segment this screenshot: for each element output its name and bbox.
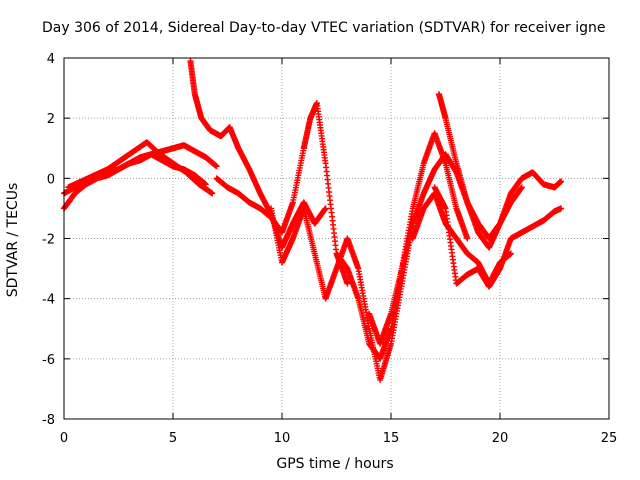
series-track-g xyxy=(333,130,471,362)
x-tick-label: 5 xyxy=(169,431,177,446)
x-tick-label: 0 xyxy=(60,431,68,446)
y-tick-label: -6 xyxy=(42,353,55,368)
data-point xyxy=(558,205,565,212)
data-point xyxy=(558,178,565,185)
chart-title: Day 306 of 2014, Sidereal Day-to-day VTE… xyxy=(42,20,606,36)
series-track-e xyxy=(213,100,351,287)
x-tick-label: 25 xyxy=(601,431,618,446)
y-tick-label: 2 xyxy=(47,112,55,127)
axis-layer: 0 5 10 15 20 25 -8 -6 -4 -2 0 2 4 xyxy=(42,52,617,446)
series-track-c xyxy=(65,139,216,197)
x-tick-label: 10 xyxy=(274,431,291,446)
y-tick-label: 0 xyxy=(47,172,55,187)
series-track-k xyxy=(431,184,565,290)
data-point xyxy=(344,280,351,287)
series-track-i xyxy=(435,91,565,251)
y-axis-label: SDTVAR / TECUs xyxy=(5,182,21,298)
data-point xyxy=(322,205,329,212)
y-tick-label: -8 xyxy=(42,413,55,428)
grid-layer xyxy=(64,58,609,419)
data-point xyxy=(518,184,525,191)
data-point xyxy=(209,190,216,197)
data-point xyxy=(213,163,220,170)
data-point xyxy=(464,235,471,242)
data-layer xyxy=(61,58,565,383)
y-tick-label: -2 xyxy=(42,233,55,248)
y-tick-label: -4 xyxy=(42,293,55,308)
x-axis-label: GPS time / hours xyxy=(276,456,394,472)
x-tick-label: 15 xyxy=(383,431,400,446)
y-tick-label: 4 xyxy=(47,52,55,67)
series-track-h xyxy=(366,151,525,347)
x-tick-label: 20 xyxy=(492,431,509,446)
data-point xyxy=(507,250,514,257)
